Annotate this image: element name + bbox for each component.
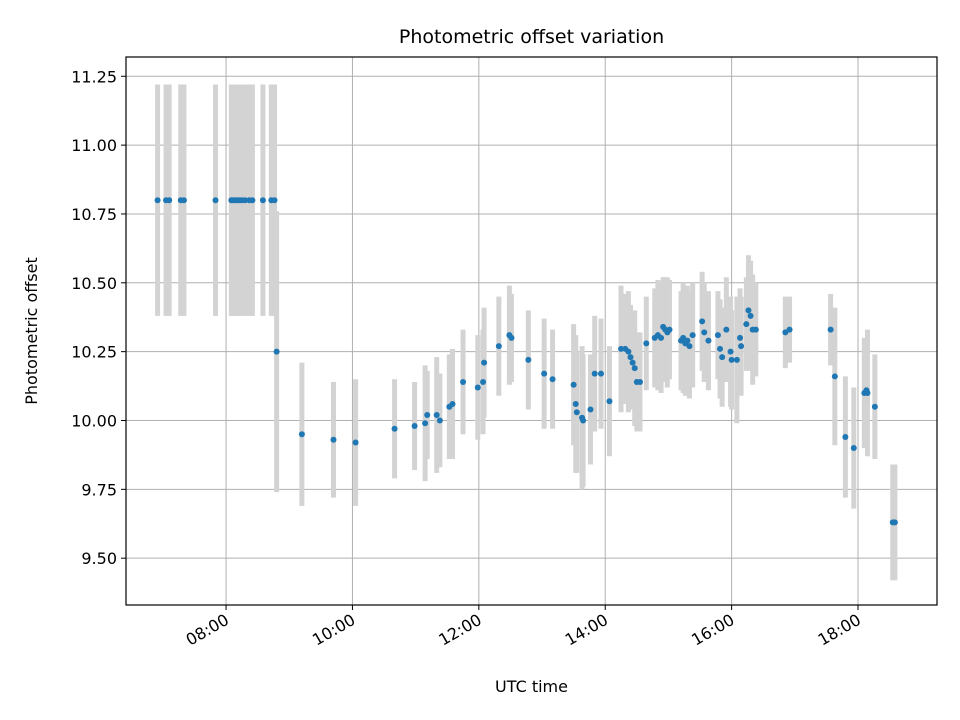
data-point	[330, 436, 337, 443]
data-point	[850, 445, 857, 452]
data-point	[786, 326, 793, 333]
data-point	[891, 519, 898, 526]
data-points	[154, 197, 898, 526]
data-point	[666, 326, 673, 333]
data-point	[481, 359, 488, 366]
data-point	[570, 381, 577, 388]
y-tick-label: 10.50	[71, 274, 117, 293]
data-point	[606, 398, 613, 405]
data-point	[701, 329, 708, 336]
y-tick-label: 9.50	[81, 549, 117, 568]
data-point	[166, 197, 173, 204]
data-point	[541, 370, 548, 377]
data-point	[249, 197, 256, 204]
data-point	[827, 326, 834, 333]
data-point	[723, 326, 730, 333]
data-point	[643, 340, 650, 347]
data-point	[273, 348, 280, 355]
y-axis-label: Photometric offset	[22, 257, 41, 405]
data-point	[738, 343, 745, 350]
data-point	[714, 332, 721, 339]
data-point	[298, 431, 305, 438]
y-tick-label: 10.00	[71, 411, 117, 430]
data-point	[433, 411, 440, 418]
data-point	[705, 337, 712, 344]
data-point	[259, 197, 266, 204]
data-point	[525, 356, 532, 363]
data-point	[752, 326, 759, 333]
y-tick-label: 10.75	[71, 205, 117, 224]
x-axis-label: UTC time	[495, 677, 568, 696]
data-point	[411, 423, 418, 430]
data-point	[480, 378, 487, 385]
y-tick-label: 11.25	[71, 67, 117, 86]
data-point	[352, 439, 359, 446]
data-point	[842, 434, 849, 441]
data-point	[422, 420, 429, 427]
data-point	[242, 197, 249, 204]
data-point	[212, 197, 219, 204]
data-point	[508, 334, 515, 341]
data-point	[636, 378, 643, 385]
data-point	[627, 354, 634, 361]
data-point	[618, 345, 625, 352]
data-point	[719, 354, 726, 361]
data-point	[625, 348, 632, 355]
data-point	[271, 197, 278, 204]
chart-title: Photometric offset variation	[399, 26, 664, 48]
data-point	[180, 197, 187, 204]
data-point	[831, 373, 838, 380]
data-point	[737, 334, 744, 341]
data-point	[743, 321, 750, 328]
data-point	[460, 378, 467, 385]
data-point	[391, 425, 398, 432]
data-point	[572, 400, 579, 407]
data-point	[474, 384, 481, 391]
data-point	[587, 406, 594, 413]
axes-frame	[125, 56, 938, 606]
data-point	[728, 356, 735, 363]
y-tick-label: 9.75	[81, 480, 117, 499]
data-point	[689, 332, 696, 339]
data-point	[495, 343, 502, 350]
data-point	[727, 348, 734, 355]
data-point	[745, 307, 752, 314]
data-point	[154, 197, 161, 204]
y-tick-label: 11.00	[71, 136, 117, 155]
y-axis-ticks: 9.50 9.75 10.00 10.25 10.50 10.75 11.00 11.25	[71, 67, 126, 568]
data-point	[864, 389, 871, 396]
data-point	[871, 403, 878, 410]
y-tick-label: 10.25	[71, 343, 117, 362]
data-point	[436, 417, 443, 424]
data-point	[684, 337, 691, 344]
data-point	[580, 417, 587, 424]
data-point	[717, 345, 724, 352]
data-point	[699, 318, 706, 325]
data-point	[733, 356, 740, 363]
data-point	[598, 370, 605, 377]
data-point	[747, 312, 754, 319]
data-point	[686, 343, 693, 350]
data-point	[658, 334, 665, 341]
data-point	[449, 400, 456, 407]
data-point	[591, 370, 598, 377]
data-point	[573, 409, 580, 416]
data-point	[631, 365, 638, 372]
data-point	[424, 411, 431, 418]
data-point	[629, 359, 636, 366]
grid	[126, 57, 937, 605]
data-point	[549, 376, 556, 383]
